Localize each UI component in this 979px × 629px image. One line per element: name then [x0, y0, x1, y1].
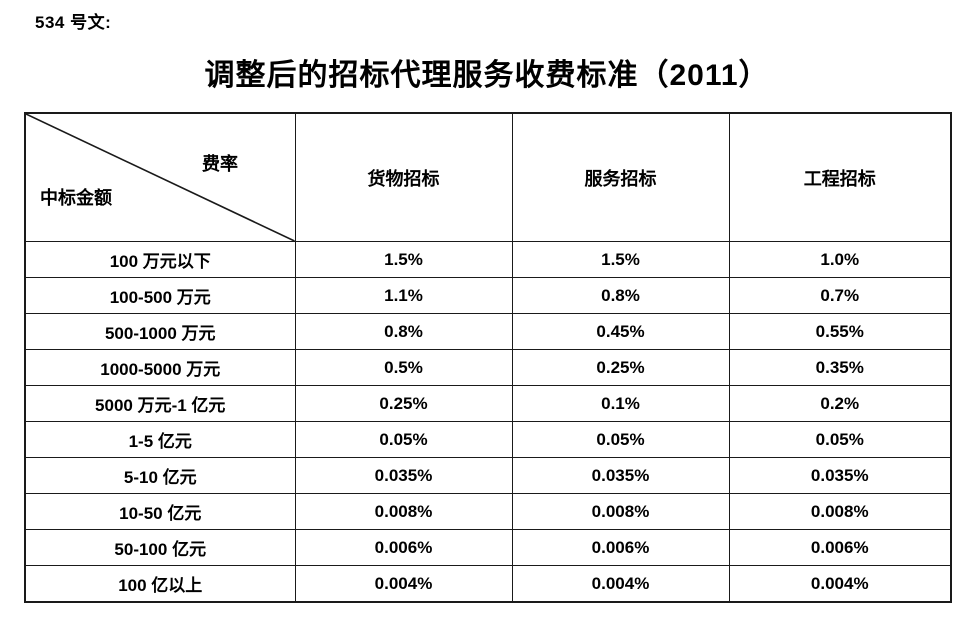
table-row: 100 亿以上 0.004% 0.004% 0.004%: [24, 565, 952, 603]
row-label: 10-50 亿元: [24, 493, 296, 530]
fee-cell: 0.006%: [294, 529, 513, 566]
fee-cell: 0.004%: [511, 565, 730, 603]
row-label: 5-10 亿元: [24, 457, 296, 494]
fee-cell: 0.004%: [294, 565, 513, 603]
fee-cell: 0.006%: [511, 529, 730, 566]
fee-cell: 0.05%: [294, 421, 513, 458]
fee-cell: 0.8%: [511, 277, 730, 314]
fee-cell: 1.1%: [294, 277, 513, 314]
fee-cell: 0.5%: [294, 349, 513, 386]
fee-table: 费率 中标金额 货物招标 服务招标 工程招标 100 万元以下 1.5% 1.5…: [24, 112, 952, 603]
fee-cell: 0.035%: [728, 457, 952, 494]
row-label: 5000 万元-1 亿元: [24, 385, 296, 422]
fee-cell: 0.008%: [728, 493, 952, 530]
fee-cell: 1.0%: [728, 241, 952, 278]
fee-cell: 0.006%: [728, 529, 952, 566]
column-header-engineering-bidding: 工程招标: [728, 112, 952, 242]
page-title: 调整后的招标代理服务收费标准（2011）: [204, 59, 770, 92]
fee-cell: 0.035%: [294, 457, 513, 494]
table-row: 500-1000 万元 0.8% 0.45% 0.55%: [24, 313, 952, 350]
fee-cell: 0.55%: [728, 313, 952, 350]
table-row: 10-50 亿元 0.008% 0.008% 0.008%: [24, 493, 952, 530]
diagonal-divider-line: [26, 114, 295, 241]
corner-label-amount: 中标金额: [40, 188, 112, 208]
column-header-service-bidding: 服务招标: [511, 112, 730, 242]
column-header-goods-bidding: 货物招标: [294, 112, 513, 242]
fee-cell: 0.008%: [511, 493, 730, 530]
fee-cell: 0.25%: [294, 385, 513, 422]
row-label: 1000-5000 万元: [24, 349, 296, 386]
row-label: 100-500 万元: [24, 277, 296, 314]
fee-cell: 0.8%: [294, 313, 513, 350]
row-label: 500-1000 万元: [24, 313, 296, 350]
fee-cell: 0.035%: [511, 457, 730, 494]
table-row: 1-5 亿元 0.05% 0.05% 0.05%: [24, 421, 952, 458]
table-row: 1000-5000 万元 0.5% 0.25% 0.35%: [24, 349, 952, 386]
doc-ref-number: 534 号文:: [35, 13, 112, 32]
fee-cell: 0.25%: [511, 349, 730, 386]
corner-header-cell: 费率 中标金额: [24, 112, 296, 242]
table-row: 50-100 亿元 0.006% 0.006% 0.006%: [24, 529, 952, 566]
table-row: 100-500 万元 1.1% 0.8% 0.7%: [24, 277, 952, 314]
corner-label-rate: 费率: [202, 154, 238, 174]
row-label: 100 亿以上: [24, 565, 296, 603]
fee-cell: 0.7%: [728, 277, 952, 314]
fee-cell: 0.004%: [728, 565, 952, 603]
fee-cell: 0.45%: [511, 313, 730, 350]
row-label: 1-5 亿元: [24, 421, 296, 458]
fee-cell: 1.5%: [511, 241, 730, 278]
table-header-row: 费率 中标金额 货物招标 服务招标 工程招标: [24, 112, 952, 242]
fee-cell: 1.5%: [294, 241, 513, 278]
fee-cell: 0.05%: [511, 421, 730, 458]
table-row: 100 万元以下 1.5% 1.5% 1.0%: [24, 241, 952, 278]
fee-cell: 0.05%: [728, 421, 952, 458]
table-row: 5000 万元-1 亿元 0.25% 0.1% 0.2%: [24, 385, 952, 422]
row-label: 100 万元以下: [24, 241, 296, 278]
table-row: 5-10 亿元 0.035% 0.035% 0.035%: [24, 457, 952, 494]
fee-cell: 0.2%: [728, 385, 952, 422]
fee-cell: 0.008%: [294, 493, 513, 530]
fee-cell: 0.1%: [511, 385, 730, 422]
fee-cell: 0.35%: [728, 349, 952, 386]
row-label: 50-100 亿元: [24, 529, 296, 566]
